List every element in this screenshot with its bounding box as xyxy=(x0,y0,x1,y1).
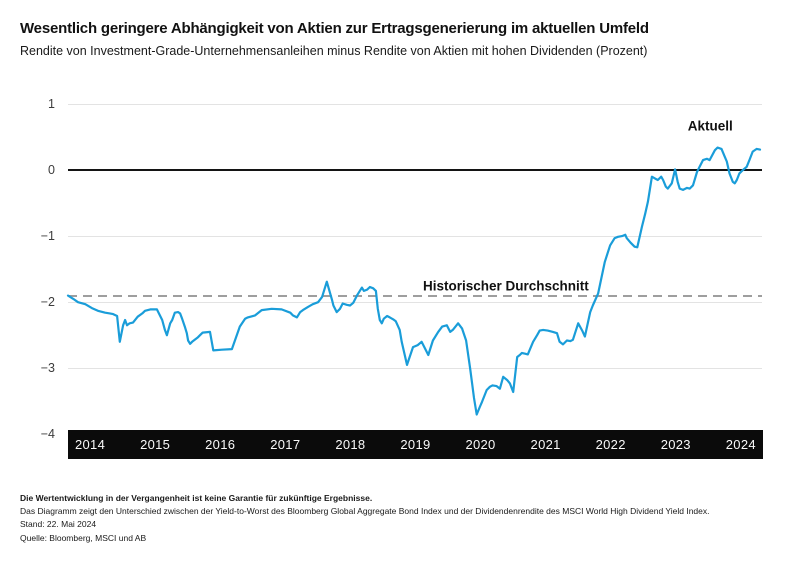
x-axis-year-label: 2017 xyxy=(270,437,301,452)
x-axis-year-label: 2024 xyxy=(725,437,756,452)
x-axis-year-label: 2022 xyxy=(595,437,626,452)
historical-average-dashed-line xyxy=(68,295,762,298)
y-axis-tick-label: 1 xyxy=(48,97,55,111)
x-axis-year-label: 2023 xyxy=(660,437,691,452)
performance-disclaimer: Die Wertentwicklung in der Vergangenheit… xyxy=(20,493,373,503)
plot-area xyxy=(66,103,762,429)
gridline xyxy=(68,367,762,369)
zero-axis-line xyxy=(68,169,762,172)
x-axis-year-label: 2014 xyxy=(75,437,106,452)
x-axis-year-label: 2015 xyxy=(140,437,171,452)
y-axis-tick-label: 0 xyxy=(48,163,55,178)
x-axis-year-label: 2020 xyxy=(465,437,496,452)
y-axis-tick-label: −3 xyxy=(40,361,55,376)
chart-description: Das Diagramm zeigt den Unterschied zwisc… xyxy=(20,505,710,516)
line-chart: 1 0 −1 −2 −3 −4 Historischer Durchschnitt Aktu… xyxy=(0,97,763,459)
chart-title: Wesentlich geringere Abhängigkeit von Ak… xyxy=(20,20,649,37)
series-line xyxy=(66,146,762,416)
x-axis-year-label: 2018 xyxy=(335,437,366,452)
chart-subtitle: Rendite von Investment-Grade-Unternehmen… xyxy=(20,44,648,58)
x-axis-band: 2014 2015 2016 2017 2018 2019 2020 2021 2022 2023… xyxy=(68,430,763,459)
as-of-date: Stand: 22. Mai 2024 xyxy=(20,518,97,529)
y-axis-tick-label: −2 xyxy=(40,295,55,310)
y-axis: 1 0 −1 −2 −3 −4 xyxy=(0,97,56,441)
average-label: Historischer Durchschnitt xyxy=(422,278,589,294)
gridline xyxy=(68,301,762,303)
x-axis-year-label: 2016 xyxy=(205,437,236,452)
data-series-polyline xyxy=(66,146,762,416)
x-axis-year-label: 2019 xyxy=(400,437,431,452)
gridline xyxy=(68,235,762,237)
x-axis-year-label: 2021 xyxy=(530,437,561,452)
source-note: Quelle: Bloomberg, MSCI und AB xyxy=(20,533,147,544)
y-axis-tick-label: −1 xyxy=(40,229,55,244)
gridline xyxy=(68,103,762,105)
current-label: Aktuell xyxy=(687,118,733,134)
footnotes: Die Wertentwicklung in der Vergangenheit… xyxy=(20,493,784,547)
y-axis-tick-label: −4 xyxy=(40,427,55,442)
